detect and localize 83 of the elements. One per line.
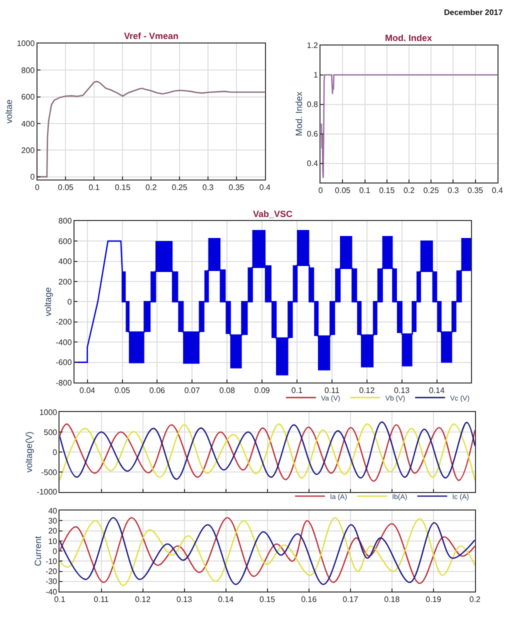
x-tick-label: 0.35 xyxy=(468,186,484,196)
chart-title: Vab_VSC xyxy=(253,209,294,219)
y-tick-label: 30 xyxy=(48,516,58,526)
y-tick-label: 20 xyxy=(48,526,58,536)
x-tick-label: 0.2 xyxy=(469,595,482,604)
x-tick-label: 0.16 xyxy=(301,595,318,604)
x-tick-label: 0.12 xyxy=(134,595,152,604)
y-tick-label: 10 xyxy=(48,536,58,546)
y-axis-title: voltae xyxy=(4,99,14,124)
y-tick-label: 400 xyxy=(21,119,36,128)
y-tick-label: 1.2 xyxy=(306,41,319,50)
x-tick-label: 0.05 xyxy=(58,183,74,192)
x-tick-label: 0.04 xyxy=(80,386,96,396)
x-tick-label: 0.11 xyxy=(324,386,340,396)
x-tick-label: 0.2 xyxy=(403,186,416,196)
y-tick-label: 0.8 xyxy=(306,100,319,110)
y-tick-label: -200 xyxy=(56,318,72,327)
y-tick-label: 0 xyxy=(52,546,58,556)
x-tick-label: 0.18 xyxy=(384,595,400,604)
y-tick-label: 500 xyxy=(44,428,58,437)
y-tick-label: -10 xyxy=(46,556,58,566)
x-tick-label: 0.05 xyxy=(334,186,352,196)
y-tick-label: -800 xyxy=(56,378,72,388)
y-tick-label: -400 xyxy=(56,338,72,347)
y-tick-label: 1000 xyxy=(16,39,36,48)
y-tick-label: 0 xyxy=(30,172,36,182)
text: December 2017 xyxy=(444,8,504,17)
x-tick-label: 0.1 xyxy=(88,183,100,192)
y-tick-label: -40 xyxy=(46,587,58,596)
line-series xyxy=(37,80,265,178)
y-tick-label: 40 xyxy=(48,506,58,516)
x-tick-label: 0.15 xyxy=(379,186,396,196)
x-tick-label: 0.15 xyxy=(260,595,276,604)
y-tick-label: -30 xyxy=(46,577,58,586)
x-tick-label: 0.2 xyxy=(146,183,158,192)
y-tick-label: 200 xyxy=(21,146,36,155)
x-tick-label: 0.1 xyxy=(291,386,304,396)
x-tick-label: 0.3 xyxy=(448,186,460,196)
x-tick-label: 0.13 xyxy=(394,386,410,396)
x-tick-label: 0.25 xyxy=(423,186,440,196)
x-tick-label: 0.09 xyxy=(254,386,270,396)
x-tick-label: 0.06 xyxy=(149,386,166,396)
y-tick-label: 1000 xyxy=(39,408,58,417)
x-tick-label: 0.4 xyxy=(259,183,271,192)
y-tick-label: 600 xyxy=(58,236,72,246)
chart-title: Vref - Vmean xyxy=(124,31,179,41)
y-tick-label: 400 xyxy=(58,257,72,266)
y-tick-label: 0 xyxy=(52,448,58,457)
y-tick-label: -500 xyxy=(41,468,58,477)
y-tick-label: 1 xyxy=(314,70,319,80)
y-axis-title: Mod. Index xyxy=(294,91,304,136)
x-tick-label: 0.17 xyxy=(342,595,359,604)
y-axis-title: voltage(V) xyxy=(24,431,34,473)
x-tick-label: 0.14 xyxy=(218,595,234,604)
x-tick-label: 0.14 xyxy=(429,386,446,396)
x-tick-label: 0.35 xyxy=(228,183,245,192)
x-tick-label: 0.4 xyxy=(492,186,504,196)
x-tick-label: 0.13 xyxy=(176,595,193,604)
y-tick-label: -600 xyxy=(56,358,72,368)
x-tick-label: 0.11 xyxy=(94,595,110,604)
x-tick-label: 0.1 xyxy=(359,186,371,196)
x-tick-label: 0.15 xyxy=(114,183,131,192)
x-tick-label: 0.25 xyxy=(172,183,188,192)
y-tick-label: 600 xyxy=(21,92,36,102)
y-tick-label: 800 xyxy=(21,66,36,75)
y-tick-label: 0.6 xyxy=(306,130,319,139)
y-tick-label: -20 xyxy=(46,567,58,576)
y-tick-label: 200 xyxy=(58,277,72,286)
x-tick-label: 0.3 xyxy=(202,183,214,192)
x-tick-label: 0.05 xyxy=(114,386,131,396)
y-tick-label: 0 xyxy=(67,297,72,306)
x-tick-label: 0.08 xyxy=(219,386,236,396)
x-tick-label: 0.12 xyxy=(359,386,376,396)
x-tick-label: 0.07 xyxy=(184,386,200,396)
y-tick-label: 0.4 xyxy=(306,159,319,168)
x-tick-label: 0.1 xyxy=(54,595,66,604)
y-axis-title: Current xyxy=(32,536,43,566)
y-tick-label: 800 xyxy=(58,216,72,226)
x-tick-label: 0.19 xyxy=(426,595,442,604)
chart-title: Mod. Index xyxy=(385,33,432,43)
line-series xyxy=(320,74,498,179)
y-axis-title: voltage xyxy=(43,287,54,316)
y-tick-label: -1000 xyxy=(36,488,58,497)
